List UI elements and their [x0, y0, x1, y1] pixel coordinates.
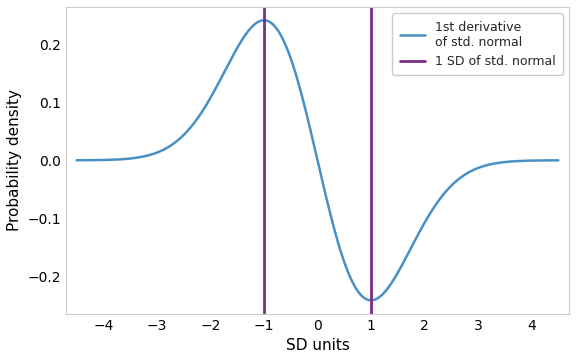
1st derivative
of std. normal — [450, 182, 457, 186]
X-axis label: SD units: SD units — [286, 338, 350, 353]
1st derivative
of std. normal — [73, 158, 80, 162]
1st derivative
of std. normal — [458, 175, 465, 179]
Line: 1st derivative
of std. normal: 1st derivative of std. normal — [77, 20, 558, 300]
1st derivative
of std. normal — [260, 18, 267, 22]
1st derivative
of std. normal — [268, 21, 275, 26]
1st derivative
of std. normal — [405, 251, 412, 255]
1st derivative
of std. normal — [286, 52, 293, 57]
Legend: 1st derivative
of std. normal, 1 SD of std. normal: 1st derivative of std. normal, 1 SD of s… — [392, 13, 563, 76]
1st derivative
of std. normal — [368, 298, 375, 302]
Y-axis label: Probability density: Probability density — [7, 89, 22, 231]
1st derivative
of std. normal — [555, 158, 562, 162]
1st derivative
of std. normal — [123, 157, 130, 161]
